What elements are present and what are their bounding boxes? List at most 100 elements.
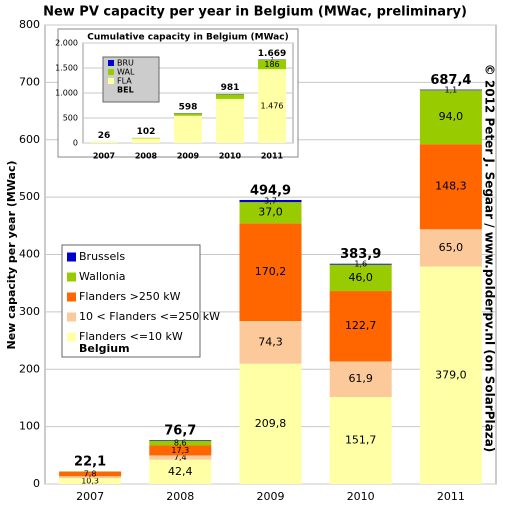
bar-segment	[258, 69, 286, 143]
value-label: 151,7	[345, 433, 377, 446]
legend-swatch	[67, 332, 76, 342]
bar-segment	[419, 266, 482, 484]
bar-segment	[174, 115, 202, 143]
legend-label: FLA	[117, 77, 132, 86]
value-label: 10,3	[81, 477, 99, 486]
value-label: 42,4	[168, 465, 193, 478]
legend-swatch	[108, 78, 114, 84]
y-tick-label: 200	[19, 362, 40, 375]
legend-box	[61, 244, 201, 358]
value-label: 7,8	[84, 469, 97, 478]
bar-segment	[149, 439, 212, 441]
y-tick-label: 2.000	[55, 39, 78, 48]
total-label: 102	[137, 127, 156, 137]
y-tick-label: 500	[19, 190, 40, 203]
value-label: 37,0	[258, 206, 283, 219]
total-label: 383,9	[340, 247, 381, 262]
value-label: 186	[264, 60, 279, 69]
bar-segment	[329, 264, 392, 292]
legend-swatch	[67, 252, 76, 262]
total-label: 981	[221, 83, 240, 93]
bar-segment	[90, 141, 118, 143]
chart-title: New PV capacity per year in Belgium (MWa…	[43, 5, 467, 20]
bar-segment	[258, 59, 286, 70]
legend-label: Belgium	[79, 342, 130, 355]
x-tick-label: 2010	[219, 152, 242, 161]
y-tick-label: 1.500	[55, 64, 78, 73]
bar-segment	[239, 363, 302, 484]
legend-box	[102, 56, 160, 103]
bar-segment	[419, 144, 482, 230]
y-tick-label: 700	[19, 75, 40, 88]
total-label: 22,1	[74, 455, 106, 470]
y-tick-label: 400	[19, 248, 40, 261]
chart-title: Cumulative capacity in Belgium (MWac)	[87, 33, 288, 43]
y-tick-label: 800	[19, 18, 40, 31]
x-tick-label: 2008	[166, 490, 194, 503]
bar-segment	[59, 471, 122, 477]
y-tick-label: 500	[63, 114, 78, 123]
value-label: 8,6	[174, 439, 187, 448]
total-label: 598	[179, 102, 198, 112]
legend-label: WAL	[117, 68, 135, 77]
value-label: 46,0	[348, 271, 373, 284]
bar-segment	[329, 361, 392, 397]
value-label: 209,8	[255, 417, 287, 430]
total-label: 76,7	[164, 423, 196, 438]
value-label: 7,4	[174, 453, 187, 462]
value-label: 122,7	[345, 319, 377, 332]
y-tick-label: 1.000	[55, 89, 78, 98]
legend-label: BEL	[117, 86, 134, 95]
y-tick-label: 300	[19, 305, 40, 318]
value-label: 148,3	[435, 180, 467, 193]
legend-swatch	[108, 69, 114, 75]
bar-segment	[132, 137, 160, 139]
y-axis-label: New capacity per year (MWac)	[5, 160, 18, 349]
value-label: 3,7	[264, 197, 277, 206]
bar-segment	[174, 113, 202, 116]
value-label: 61,9	[348, 372, 373, 385]
value-label: 65,0	[439, 241, 464, 254]
legend-swatch	[67, 312, 76, 322]
value-label: 17,3	[171, 446, 189, 455]
bar-segment	[329, 396, 392, 484]
x-tick-label: 2009	[177, 152, 200, 161]
value-label: 74,3	[258, 335, 283, 348]
bar-segment	[419, 229, 482, 267]
bar-segment	[216, 98, 244, 143]
y-tick-label: 0	[33, 477, 40, 490]
value-label: 170,2	[255, 265, 287, 278]
x-tick-label: 2007	[93, 152, 115, 161]
bar-segment	[329, 263, 392, 265]
bar-segment	[239, 202, 302, 224]
bar-segment	[149, 459, 212, 484]
x-tick-label: 2011	[437, 490, 465, 503]
x-tick-label: 2009	[257, 490, 285, 503]
bar-segment	[59, 478, 122, 484]
bar-segment	[149, 445, 212, 456]
x-tick-label: 2007	[76, 490, 104, 503]
legend-swatch	[67, 272, 76, 282]
legend-label: Wallonia	[79, 270, 126, 283]
bar-segment	[419, 90, 482, 145]
bar-segment	[59, 476, 122, 479]
legend-label: BRU	[117, 59, 134, 68]
bar-segment	[239, 320, 302, 364]
bar-segment	[132, 138, 160, 143]
y-tick-label: 0	[73, 139, 78, 148]
value-label: 94,0	[439, 110, 464, 123]
total-label: 687,4	[430, 73, 471, 88]
y-tick-label: 600	[19, 133, 40, 146]
legend-label: Brussels	[79, 250, 125, 263]
legend-swatch	[67, 292, 76, 302]
bar-segment	[239, 223, 302, 321]
value-label: 1,1	[445, 85, 458, 94]
x-tick-label: 2011	[261, 152, 284, 161]
bar-segment	[419, 89, 482, 91]
bar-segment	[329, 291, 392, 362]
x-tick-label: 2010	[347, 490, 375, 503]
bar-segment	[216, 94, 244, 99]
bar-segment	[149, 455, 212, 460]
total-label: 1.669	[258, 49, 286, 59]
